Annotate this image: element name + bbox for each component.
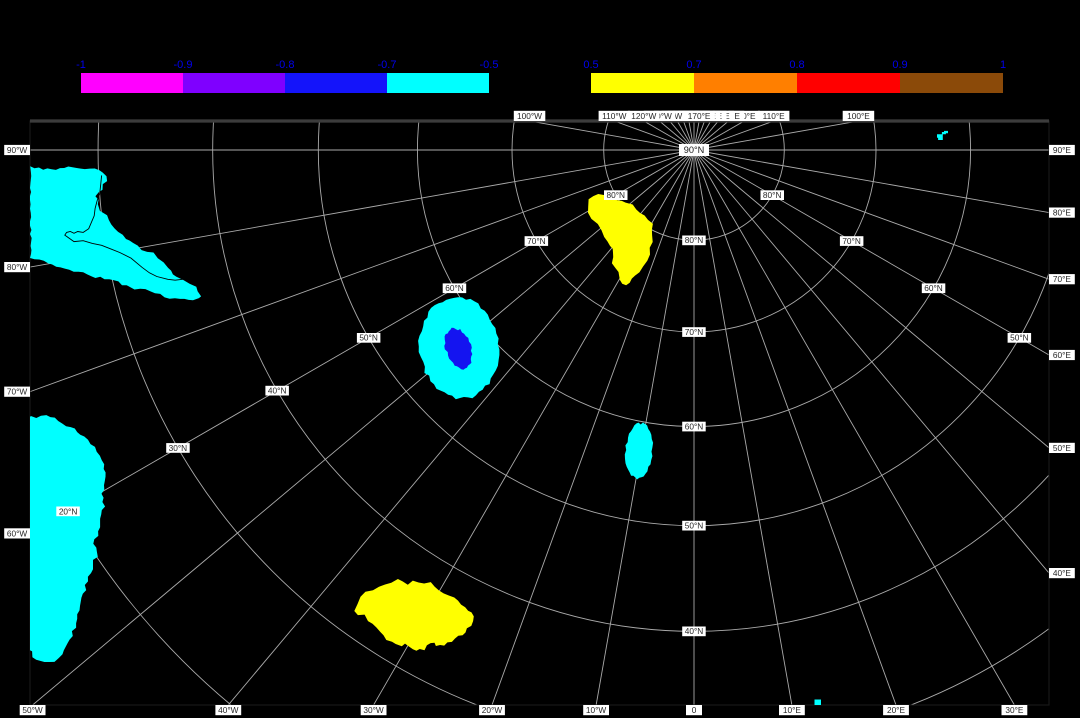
svg-text:110°E: 110°E [763, 111, 786, 121]
svg-text:-1: -1 [76, 59, 86, 71]
svg-text:80°W: 80°W [7, 262, 28, 272]
svg-text:50°W: 50°W [22, 705, 43, 715]
svg-text:120°W: 120°W [631, 111, 656, 121]
svg-text:80°N: 80°N [607, 190, 626, 200]
svg-text:0.7: 0.7 [686, 59, 701, 71]
svg-text:50°N: 50°N [359, 333, 378, 343]
svg-text:60°E: 60°E [1053, 350, 1072, 360]
svg-text:20°E: 20°E [887, 705, 906, 715]
svg-text:0.9: 0.9 [892, 59, 907, 71]
svg-text:30°W: 30°W [363, 705, 384, 715]
svg-text:20°N: 20°N [59, 506, 78, 516]
svg-text:40°N: 40°N [685, 626, 704, 636]
svg-text:100°W: 100°W [517, 111, 542, 121]
svg-text:0.5: 0.5 [583, 59, 598, 71]
svg-text:0.8: 0.8 [789, 59, 804, 71]
svg-text:70°N: 70°N [685, 327, 704, 337]
svg-text:170°E: 170°E [688, 111, 711, 121]
svg-text:10°W: 10°W [586, 705, 607, 715]
svg-text:60°N: 60°N [685, 422, 704, 432]
svg-text:60°N: 60°N [445, 283, 464, 293]
svg-text:70°N: 70°N [842, 236, 861, 246]
svg-text:50°N: 50°N [685, 521, 704, 531]
svg-text:50°E: 50°E [1053, 443, 1072, 453]
svg-text:-0.9: -0.9 [174, 59, 193, 71]
svg-text:10°E: 10°E [783, 705, 802, 715]
svg-text:90°N: 90°N [684, 145, 705, 155]
svg-text:60°N: 60°N [924, 283, 943, 293]
svg-text:-0.5: -0.5 [480, 59, 499, 71]
svg-text:70°N: 70°N [527, 236, 546, 246]
svg-text:90°W: 90°W [7, 145, 28, 155]
svg-text:80°E: 80°E [1053, 208, 1072, 218]
svg-text:40°W: 40°W [218, 705, 239, 715]
svg-text:0: 0 [692, 705, 697, 715]
svg-text:-0.8: -0.8 [276, 59, 295, 71]
svg-text:40°E: 40°E [1053, 568, 1072, 578]
svg-text:100°E: 100°E [847, 111, 870, 121]
svg-text:30°E: 30°E [1005, 705, 1024, 715]
svg-text:80°N: 80°N [763, 190, 782, 200]
svg-text:20°W: 20°W [482, 705, 503, 715]
svg-text:110°W: 110°W [602, 111, 627, 121]
svg-text:30°N: 30°N [169, 443, 188, 453]
svg-text:60°W: 60°W [7, 528, 28, 538]
svg-text:70°E: 70°E [1053, 274, 1072, 284]
svg-text:50°N: 50°N [1010, 333, 1029, 343]
svg-text:80°N: 80°N [685, 235, 704, 245]
svg-text:40°N: 40°N [268, 386, 287, 396]
svg-text:-0.7: -0.7 [378, 59, 397, 71]
svg-text:1: 1 [1000, 59, 1006, 71]
svg-text:90°E: 90°E [1053, 145, 1072, 155]
svg-text:70°W: 70°W [7, 387, 28, 397]
